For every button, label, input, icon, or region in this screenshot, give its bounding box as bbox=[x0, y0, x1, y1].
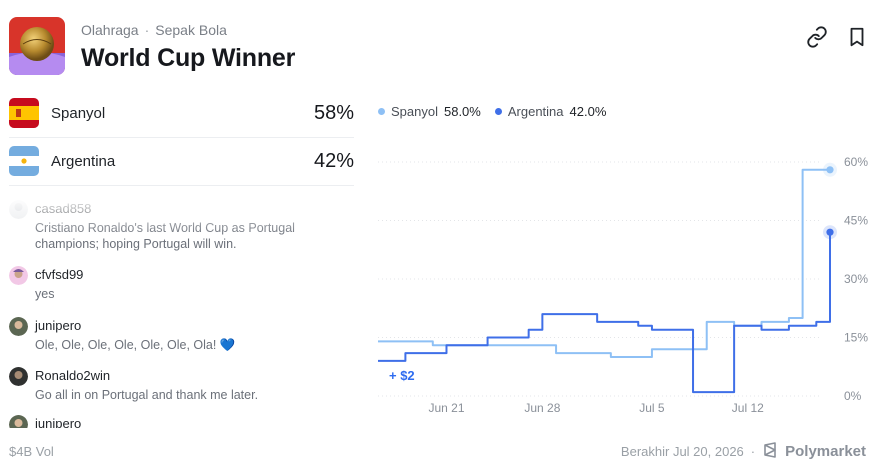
price-chart[interactable]: 60% 45% 30% 15% 0% Jun 21 Jun 28 Jul 5 Jul 12 bbox=[370, 140, 875, 420]
comment-username[interactable]: junipero bbox=[35, 416, 82, 428]
legend-swatch bbox=[378, 108, 385, 115]
y-tick-label: 0% bbox=[844, 389, 862, 403]
comment-text: Ole, Ole, Ole, Ole, Ole, Ole, Ola! 💙 bbox=[35, 338, 236, 352]
link-icon[interactable] bbox=[806, 26, 828, 48]
y-tick-label: 45% bbox=[844, 214, 868, 228]
comment-text: yes bbox=[35, 287, 55, 301]
legend-item-argentina: Argentina 42.0% bbox=[494, 104, 607, 119]
outcome-name: Argentina bbox=[51, 152, 116, 170]
comment-username[interactable]: casad858 bbox=[35, 201, 92, 216]
x-tick-label: Jun 21 bbox=[428, 401, 464, 415]
separator-dot: · bbox=[750, 444, 756, 459]
x-tick-label: Jun 28 bbox=[524, 401, 560, 415]
trade-indicator: + $2 bbox=[389, 368, 415, 383]
legend-label: Spanyol bbox=[391, 104, 438, 119]
footer-meta: Berakhir Jul 20, 2026 · Polymarket bbox=[621, 442, 866, 461]
end-date: Berakhir Jul 20, 2026 bbox=[620, 444, 744, 459]
divider bbox=[9, 137, 354, 138]
avatar[interactable] bbox=[9, 266, 28, 285]
comment-text: Cristiano Ronaldo's last World Cup as Po… bbox=[35, 221, 295, 251]
y-tick-label: 60% bbox=[844, 155, 868, 169]
outcome-row-argentina[interactable]: Argentina 42% bbox=[9, 137, 354, 185]
x-tick-label: Jul 12 bbox=[732, 401, 764, 415]
page-title: World Cup Winner bbox=[81, 44, 296, 72]
spain-flag-icon bbox=[9, 98, 39, 128]
outcome-percent: 42% bbox=[313, 149, 354, 172]
legend-value: 58.0% bbox=[443, 104, 481, 119]
x-tick-label: Jul 5 bbox=[639, 401, 665, 415]
y-tick-label: 15% bbox=[844, 331, 868, 345]
bookmark-icon[interactable] bbox=[846, 26, 868, 48]
y-tick-label: 30% bbox=[844, 272, 868, 286]
avatar[interactable] bbox=[9, 367, 28, 386]
legend-value: 42.0% bbox=[569, 104, 607, 119]
breadcrumb-subcategory[interactable]: Sepak Bola bbox=[155, 22, 227, 38]
series-line-argentina bbox=[378, 232, 831, 394]
series-line-spanyol bbox=[378, 168, 830, 358]
breadcrumb: Olahraga · Sepak Bola bbox=[81, 22, 227, 38]
outcome-percent: 58% bbox=[313, 101, 354, 124]
legend-swatch bbox=[494, 108, 502, 115]
chart-legend: Spanyol 58.0% Argentina 42.0% bbox=[378, 104, 606, 119]
breadcrumb-separator: · bbox=[144, 22, 150, 38]
polymarket-logo-icon bbox=[762, 442, 778, 461]
comment-username[interactable]: Ronaldo2win bbox=[35, 368, 111, 383]
divider bbox=[9, 185, 354, 186]
outcome-name: Spanyol bbox=[51, 104, 106, 122]
legend-item-spanyol: Spanyol 58.0% bbox=[378, 104, 481, 119]
volume-label: $4B Vol bbox=[9, 444, 54, 459]
series-endpoint-spanyol[interactable] bbox=[826, 166, 834, 174]
avatar[interactable] bbox=[9, 415, 28, 428]
legend-label: Argentina bbox=[507, 104, 564, 119]
outcome-row-spain[interactable]: Spanyol 58% bbox=[9, 89, 354, 137]
brand-name[interactable]: Polymarket bbox=[785, 443, 866, 460]
comments-feed[interactable]: casad858 Cristiano Ronaldo's last World … bbox=[0, 196, 360, 428]
avatar[interactable] bbox=[9, 317, 28, 336]
argentina-flag-icon bbox=[9, 146, 39, 176]
comment-username[interactable]: cfvfsd99 bbox=[35, 267, 84, 282]
comment-username[interactable]: junipero bbox=[35, 318, 82, 333]
comment-text: Go all in on Portugal and thank me later… bbox=[35, 388, 259, 402]
series-endpoint-argentina[interactable] bbox=[826, 228, 834, 236]
avatar[interactable] bbox=[9, 200, 28, 219]
market-thumbnail bbox=[9, 17, 65, 75]
breadcrumb-category[interactable]: Olahraga bbox=[81, 22, 139, 38]
